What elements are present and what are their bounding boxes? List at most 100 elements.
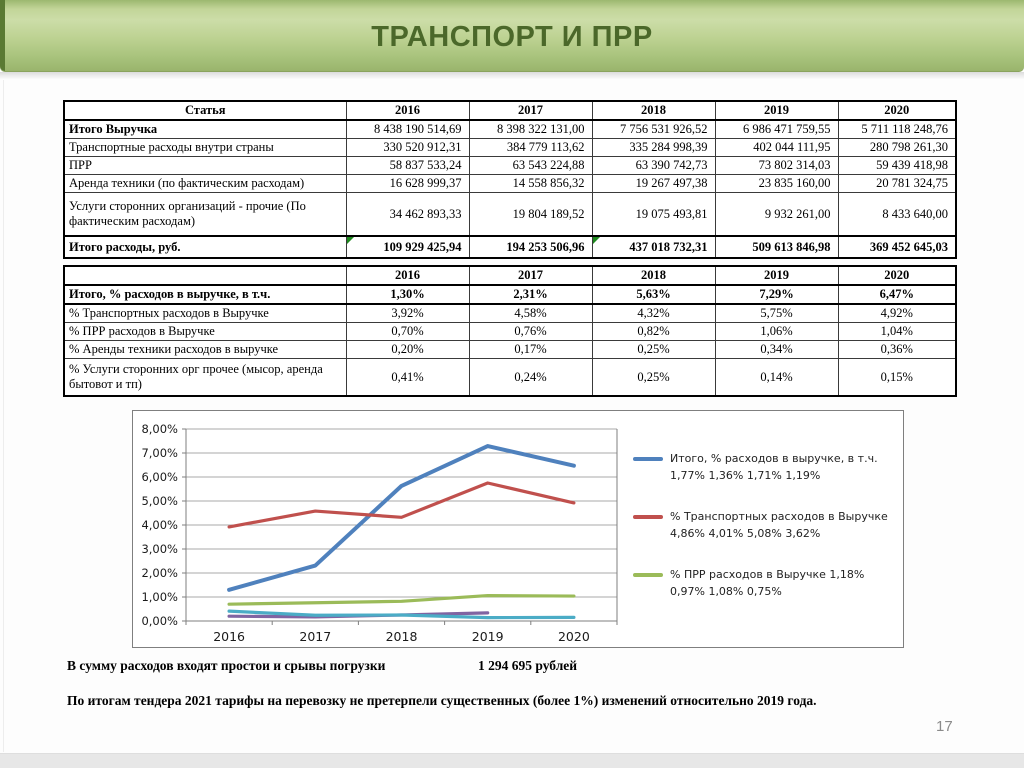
chart-container: 0,00% 1,00% 2,00% 3,00% 4,00% 5,00% 6,00% 7,00%… [132,410,904,648]
value-cell: 1,30% [345,284,470,305]
row-label-cell: Итого расходы, руб. [63,235,347,259]
value-cell: 7 756 531 926,52 [591,119,716,139]
value-cell: 19 075 493,81 [591,192,716,237]
value-cell: 280 798 261,30 [837,138,957,157]
value-cell: 335 284 998,39 [591,138,716,157]
table-row: % Аренды техники расходов в выручке 0,20%… [63,340,957,359]
table-row: % Транспортных расходов в Выручке 3,92% 4,… [63,303,957,323]
downtime-value: 1 294 695 рублей [478,658,578,673]
column-header: 2018 [591,100,716,121]
table-row: Услуги сторонних организаций - прочие (П… [63,192,957,237]
row-label-cell: % ПРР расходов в Выручке [63,322,347,341]
row-label-cell: Аренда техники (по фактическим расходам) [63,174,347,193]
value-cell: 16 628 999,37 [345,174,470,193]
x-tick-label: 2017 [299,629,331,644]
column-header: 2019 [714,265,839,286]
series-line [227,444,576,592]
value-cell: 437 018 732,31 [591,235,716,259]
column-header: 2019 [714,100,839,121]
value-cell: 23 835 160,00 [714,174,839,193]
y-tick-label: 8,00% [141,422,178,436]
value-cell: 509 613 846,98 [714,235,839,259]
row-label-cell: Услуги сторонних организаций - прочие (П… [63,192,347,237]
value-cell: 369 452 645,03 [837,235,957,259]
value-cell: 73 802 314,03 [714,156,839,175]
row-label-cell: Итого, % расходов в выручке, в т.ч. [63,284,347,305]
y-tick-label: 2,00% [141,566,178,580]
legend-entry: Итого, % расходов в выручке, в т.ч. 1,77… [633,451,895,484]
table-row: Итого Выручка 8 438 190 514,69 8 398 322 1… [63,119,957,139]
value-cell: 1,06% [714,322,839,341]
row-label-cell: % Услуги сторонних орг прочее (мысор, ар… [63,358,347,397]
value-cell: 4,92% [837,303,957,323]
column-header: 2018 [591,265,716,286]
series-line [227,593,576,606]
column-header: 2017 [468,265,593,286]
column-header: Статья [63,100,347,121]
page-number: 17 [936,718,953,735]
legend-label: Итого, % расходов в выручке, в т.ч. 1,77… [670,452,878,482]
legend-label: % ПРР расходов в Выручке 1,18% 0,97% 1,0… [670,568,865,598]
value-cell: 6 986 471 759,55 [714,119,839,139]
value-cell: 0,41% [345,358,470,397]
value-cell: 5,75% [714,303,839,323]
value-cell: 194 253 506,96 [468,235,593,259]
value-cell: 58 837 533,24 [345,156,470,175]
left-edge-line [3,80,4,752]
table-row: % Услуги сторонних орг прочее (мысор, ар… [63,358,957,397]
value-cell: 0,17% [468,340,593,359]
x-tick-label: 2016 [213,629,245,644]
y-tick-label: 6,00% [141,470,178,484]
series-line [227,609,576,620]
value-cell: 5 711 118 248,76 [837,119,957,139]
y-tick-label: 7,00% [141,446,178,460]
table-header-row: 2016 2017 2018 2019 2020 [63,265,957,286]
y-tick-label: 0,00% [141,614,178,628]
value-cell: 0,14% [714,358,839,397]
row-label-cell: ПРР [63,156,347,175]
table-row: Транспортные расходы внутри страны 330 52… [63,138,957,157]
value-cell: 8 398 322 131,00 [468,119,593,139]
banner-shadow [0,72,1024,79]
value-cell: 0,36% [837,340,957,359]
y-tick-label: 4,00% [141,518,178,532]
percent-table: 2016 2017 2018 2019 2020 Итого, % расходов в … [63,265,957,397]
excel-flag-icon [593,238,600,244]
value-cell: 3,92% [345,303,470,323]
value-cell: 1,04% [837,322,957,341]
value-cell: 0,76% [468,322,593,341]
value-cell: 63 543 224,88 [468,156,593,175]
row-label-cell: % Транспортных расходов в Выручке [63,303,347,323]
x-tick-label: 2018 [386,629,418,644]
column-header: 2020 [837,265,957,286]
value-cell: 8 438 190 514,69 [345,119,470,139]
value-cell: 0,34% [714,340,839,359]
value-cell: 9 932 261,00 [714,192,839,237]
expenses-table: Статья 2016 2017 2018 2019 2020 Итого Выручка 8… [63,100,957,259]
value-cell: 330 520 912,31 [345,138,470,157]
value-cell: 14 558 856,32 [468,174,593,193]
value-cell: 0,24% [468,358,593,397]
value-cell: 4,58% [468,303,593,323]
x-tick-label: 2019 [472,629,504,644]
value-cell: 19 267 497,38 [591,174,716,193]
value-cell: 5,63% [591,284,716,305]
y-tick-label: 5,00% [141,494,178,508]
value-cell: 0,15% [837,358,957,397]
y-tick-label: 1,00% [141,590,178,604]
value-cell: 6,47% [837,284,957,305]
legend-entry: % ПРР расходов в Выручке 1,18% 0,97% 1,0… [633,567,895,600]
line-chart: 0,00% 1,00% 2,00% 3,00% 4,00% 5,00% 6,00% 7,00%… [141,422,618,644]
legend-label: % Транспортных расходов в Выручке 4,86% … [670,510,888,540]
value-cell: 0,70% [345,322,470,341]
value-cell: 20 781 324,75 [837,174,957,193]
column-header: 2020 [837,100,957,121]
legend-entry: % Транспортных расходов в Выручке 4,86% … [633,509,895,542]
downtime-note: В сумму расходов входят простои и срывы … [67,658,386,673]
column-header: 2016 [345,265,470,286]
value-cell: 384 779 113,62 [468,138,593,157]
value-cell: 402 044 111,95 [714,138,839,157]
value-cell: 2,31% [468,284,593,305]
value-cell: 59 439 418,98 [837,156,957,175]
tender-note: По итогам тендера 2021 тарифы на перевоз… [67,693,817,708]
